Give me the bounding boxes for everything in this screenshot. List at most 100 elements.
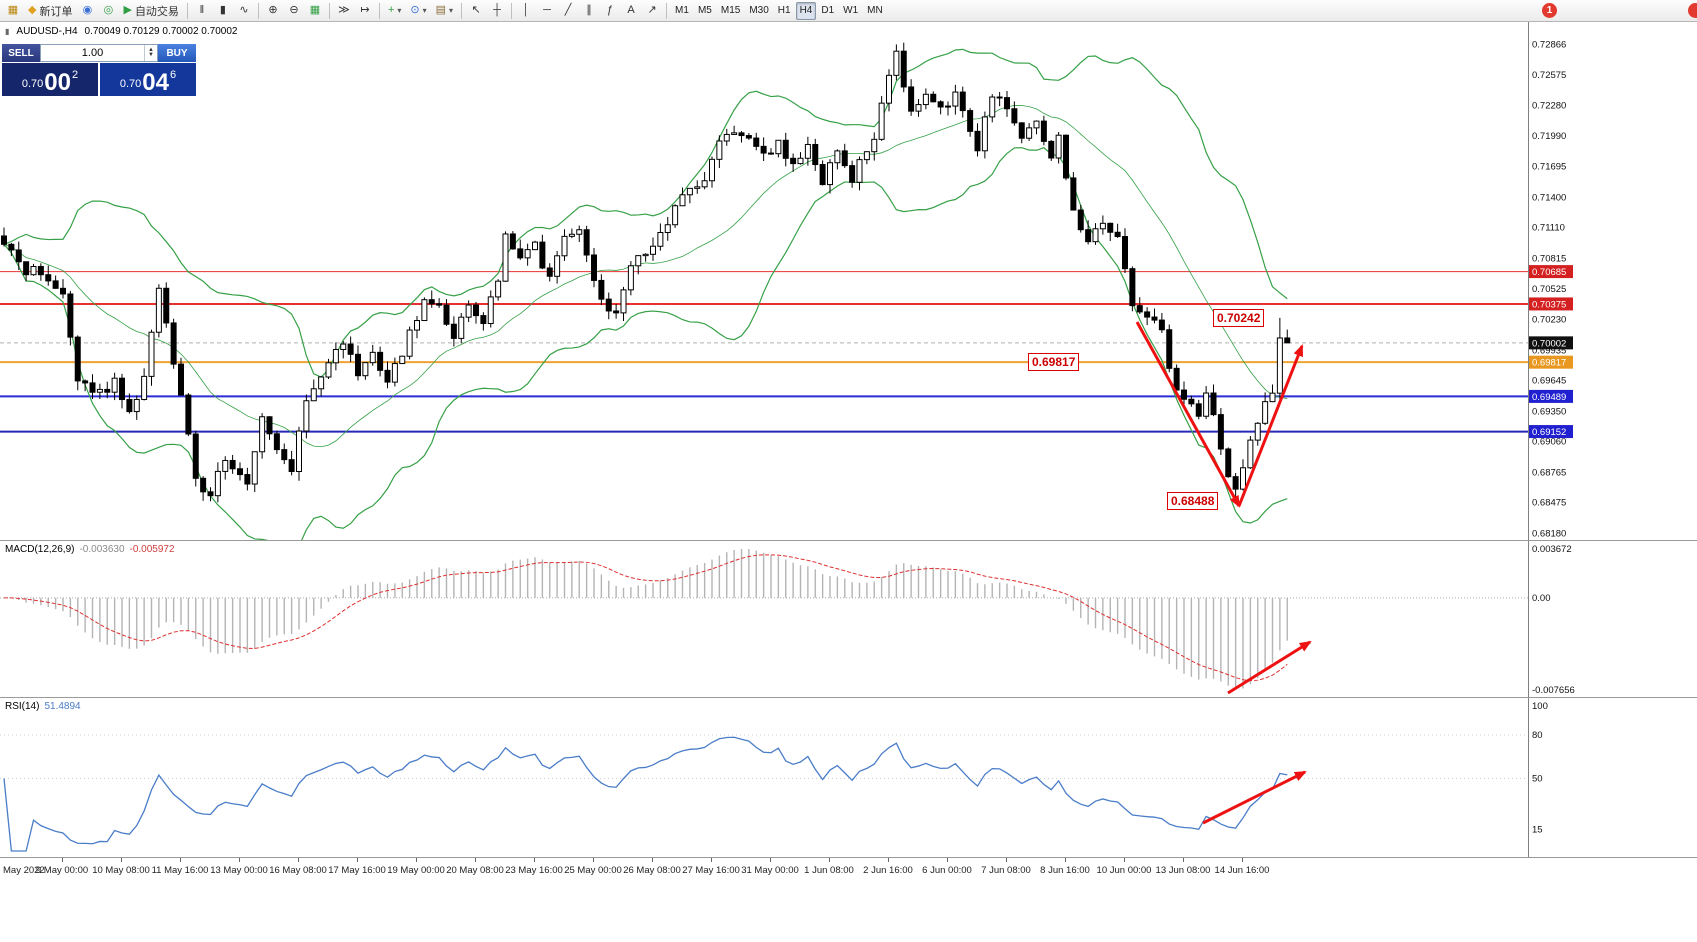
- macd-panel[interactable]: 0.003672 0.00 -0.007656 MACD(12,26,9) -0.00…: [0, 540, 1697, 697]
- timeframe-m1[interactable]: M1: [675, 5, 689, 16]
- volume-up-icon[interactable]: ▲: [148, 47, 154, 53]
- time-label: 10 May 08:00: [92, 865, 150, 876]
- macd-scale-label: 0.00: [1532, 593, 1551, 604]
- time-tick: [180, 858, 181, 862]
- templates-button[interactable]: ▤ ▾: [432, 2, 457, 20]
- clipped-toolbar-icon[interactable]: [1688, 3, 1697, 18]
- new-order-icon: ◆: [28, 4, 37, 16]
- templates-icon: ▤: [435, 4, 447, 16]
- time-label: 6 Jun 00:00: [922, 865, 972, 876]
- time-tick: [1183, 858, 1184, 862]
- text-button[interactable]: A: [621, 2, 641, 20]
- arrows-button[interactable]: ↗: [642, 2, 662, 20]
- price-tick-label: 0.72866: [1532, 40, 1566, 51]
- auto-scroll-button[interactable]: ≫: [334, 2, 354, 20]
- rsi-panel[interactable]: 100 80 50 15 RSI(14) 51.4894: [0, 697, 1697, 857]
- cursor-icon: ↖: [471, 4, 481, 16]
- tile-windows-button[interactable]: ▦: [305, 2, 325, 20]
- time-label: 11 May 16:00: [151, 865, 209, 876]
- cursor-button[interactable]: ↖: [466, 2, 486, 20]
- indicators-button[interactable]: + ▾: [384, 2, 405, 20]
- time-axis[interactable]: May 2022 9 May 00:00 10 May 08:00 11 May 16…: [0, 857, 1697, 887]
- chart-shift-button[interactable]: ↦: [355, 2, 375, 20]
- zoom-out-button[interactable]: ⊖: [284, 2, 304, 20]
- sell-price[interactable]: 0.70 00 2: [2, 63, 98, 96]
- horizontal-line-button[interactable]: ─: [537, 2, 557, 20]
- vertical-line-icon: │: [522, 4, 530, 16]
- chart-symbol-period: AUDUSD-,H4: [16, 26, 78, 37]
- time-label: 31 May 00:00: [741, 865, 799, 876]
- main-chart-panel[interactable]: 0.72866 0.72575 0.72280 0.71990 0.71695 0.714…: [0, 22, 1697, 540]
- chevron-down-icon: ▾: [422, 6, 427, 15]
- vertical-line-button[interactable]: │: [516, 2, 536, 20]
- time-tick: [239, 858, 240, 862]
- main-chart[interactable]: 0.72866 0.72575 0.72280 0.71990 0.71695 0.714…: [0, 22, 1697, 540]
- time-label: May 2022: [3, 865, 45, 876]
- bar-chart-button[interactable]: ‖: [192, 2, 212, 20]
- sell-button[interactable]: SELL: [2, 44, 40, 62]
- price-tick-label: 0.72280: [1532, 101, 1566, 112]
- time-label: 23 May 16:00: [505, 865, 563, 876]
- trend-arrow[interactable]: [1227, 640, 1312, 695]
- periods-button[interactable]: ⊙ ▾: [406, 2, 430, 20]
- fibonacci-button[interactable]: ƒ: [600, 2, 620, 20]
- price-tick-label: 0.68765: [1532, 467, 1566, 478]
- price-annotation-0.69817[interactable]: 0.69817: [1028, 353, 1080, 372]
- autotrade-button[interactable]: ▶ 自动交易: [119, 2, 182, 20]
- timeframe-h1[interactable]: H1: [777, 5, 791, 16]
- volume-down-icon[interactable]: ▼: [148, 52, 154, 58]
- crosshair-button[interactable]: ┼: [487, 2, 507, 20]
- timeframe-mn[interactable]: MN: [867, 5, 883, 16]
- timeframe-m30[interactable]: M30: [749, 5, 769, 16]
- trend-arrow[interactable]: [1202, 770, 1307, 825]
- timeframe-m15[interactable]: M15: [720, 5, 741, 16]
- candle-chart-button[interactable]: ▮: [213, 2, 233, 20]
- time-label: 2 Jun 16:00: [863, 865, 913, 876]
- price-annotation-0.70242[interactable]: 0.70242: [1213, 308, 1265, 327]
- channel-icon: ∥: [586, 4, 592, 16]
- notification-badge[interactable]: 1: [1542, 3, 1557, 18]
- time-tick: [475, 858, 476, 862]
- toolbar-separator: [461, 2, 463, 19]
- bar-chart-icon: ‖: [199, 4, 205, 16]
- macd-chart[interactable]: 0.003672 0.00 -0.007656: [0, 541, 1697, 697]
- text-icon: A: [627, 4, 635, 16]
- autotrade-button-label: 自动交易: [134, 5, 179, 18]
- new-order-button-label: 新订单: [39, 5, 73, 18]
- indicators-icon: +: [387, 4, 395, 16]
- new-order-button[interactable]: ◆ 新订单: [24, 2, 76, 20]
- time-tick: [1006, 858, 1007, 862]
- trendline-button[interactable]: ╱: [558, 2, 578, 20]
- new-chart-button[interactable]: ▦: [3, 2, 23, 20]
- time-label: 16 May 08:00: [269, 865, 327, 876]
- zoom-in-button[interactable]: ⊕: [263, 2, 283, 20]
- timeframe-h4[interactable]: H4: [795, 1, 817, 20]
- buy-price[interactable]: 0.70 04 6: [100, 63, 196, 96]
- trend-arrow[interactable]: [1135, 321, 1241, 508]
- macd-label: MACD(12,26,9) -0.003630 -0.005972: [5, 544, 180, 555]
- community-button[interactable]: ◎: [98, 2, 118, 20]
- auto-scroll-icon: ≫: [338, 4, 350, 16]
- chevron-down-icon: ▾: [397, 6, 402, 15]
- timeframe-w1[interactable]: W1: [843, 5, 859, 16]
- price-tag-0.69817: [1529, 355, 1573, 369]
- volume-spinner[interactable]: 1.00 ▲ ▼: [40, 44, 158, 62]
- timeframe-d1[interactable]: D1: [821, 5, 835, 16]
- candle-chart-icon: ▮: [219, 4, 226, 16]
- channel-button[interactable]: ∥: [579, 2, 599, 20]
- bollinger-lower-band: [3, 146, 1288, 540]
- profile-button[interactable]: ◉: [77, 2, 97, 20]
- macd-scale-label: 0.003672: [1532, 544, 1572, 555]
- timeframe-m5[interactable]: M5: [697, 5, 712, 16]
- rsi-chart[interactable]: 100 80 50 15: [0, 698, 1697, 857]
- price-annotation-0.68488[interactable]: 0.68488: [1167, 491, 1219, 510]
- volume-arrows[interactable]: ▲ ▼: [144, 45, 157, 61]
- time-tick: [298, 858, 299, 862]
- horizontal-line-icon: ─: [543, 4, 551, 16]
- buy-button[interactable]: BUY: [158, 44, 196, 62]
- line-chart-button[interactable]: ∿: [234, 2, 254, 20]
- time-tick: [770, 858, 771, 862]
- volume-value[interactable]: 1.00: [81, 47, 104, 59]
- price-tag-0.69152: [1529, 425, 1573, 439]
- trend-arrow[interactable]: [1237, 344, 1304, 507]
